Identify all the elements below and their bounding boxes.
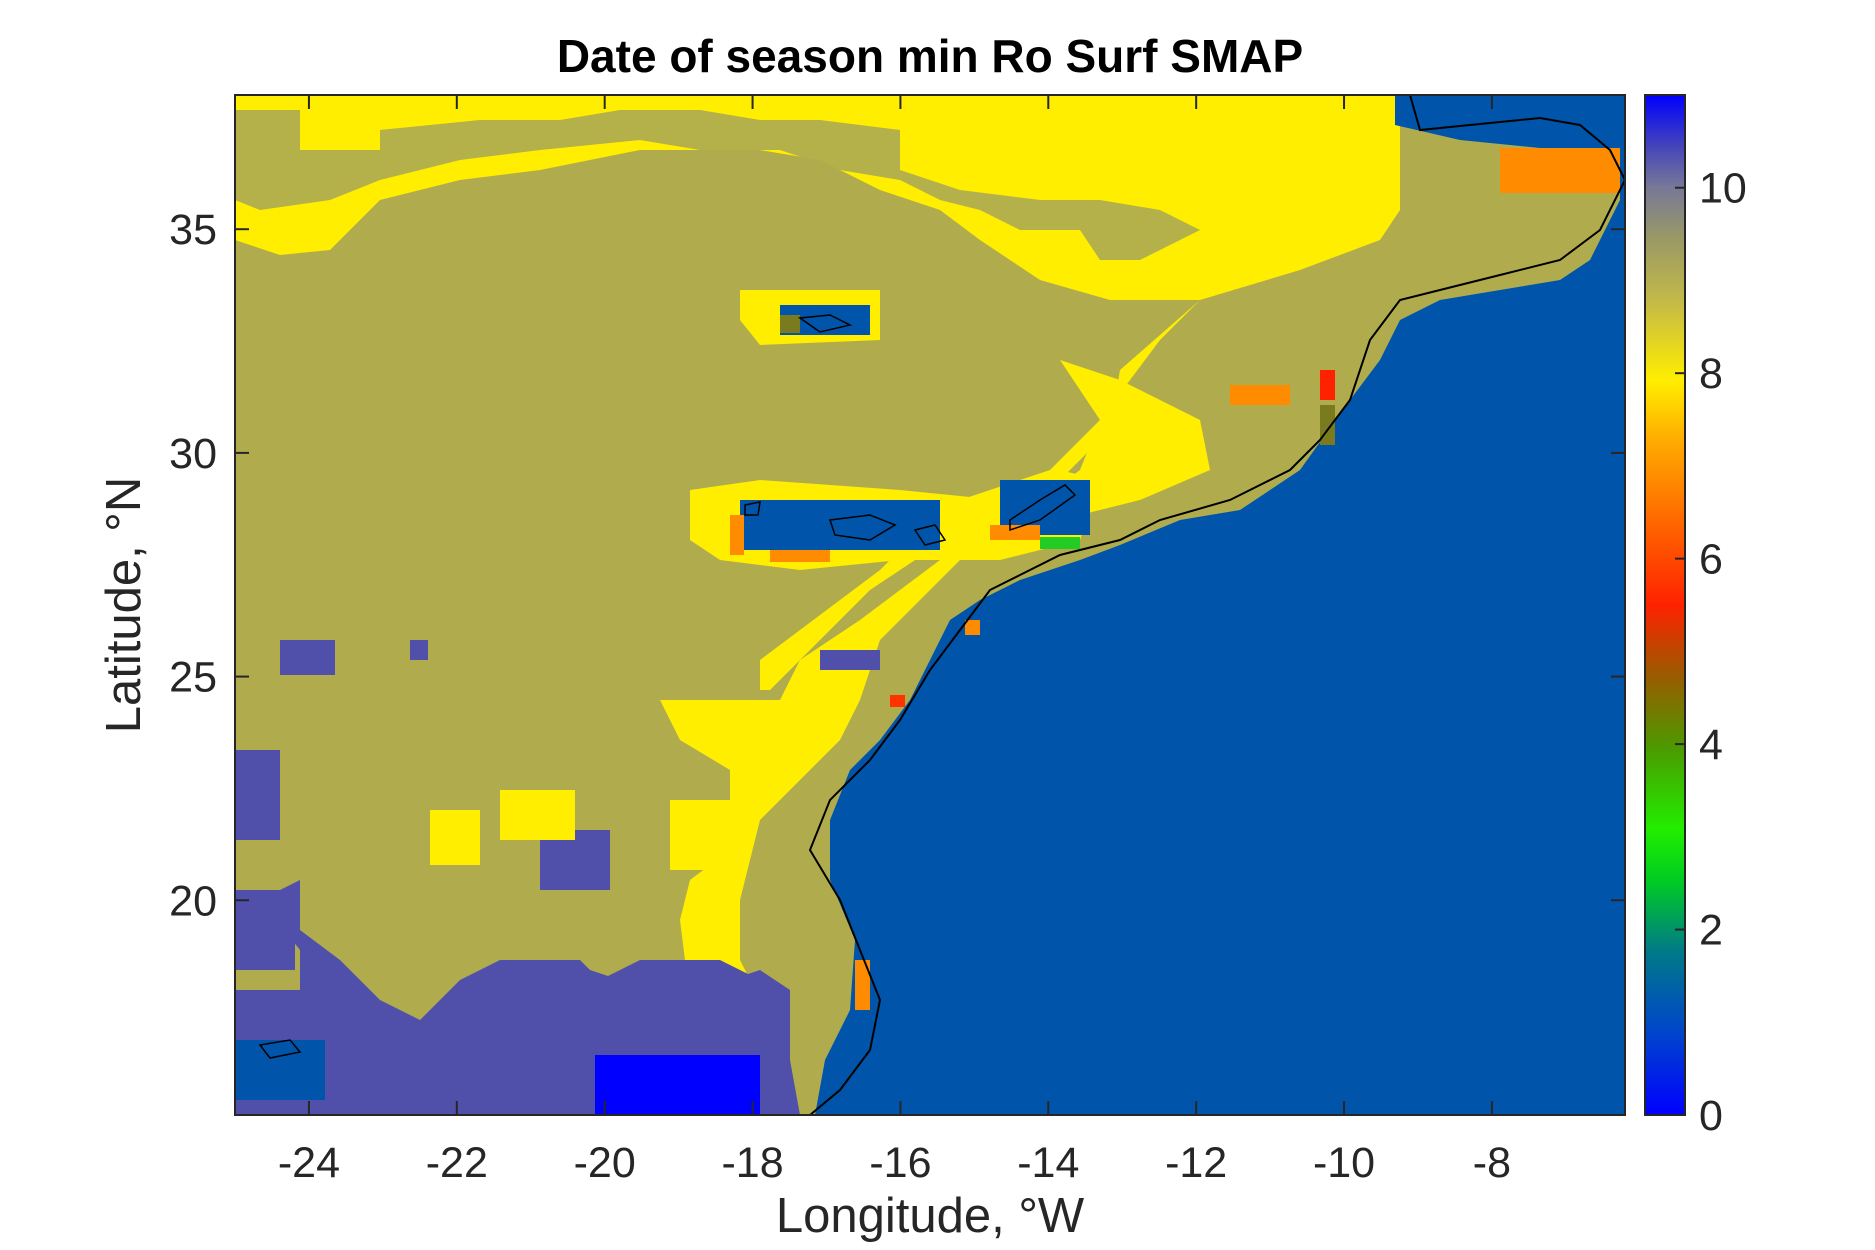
x-tick-label-2: ‑20	[574, 1139, 636, 1187]
region-purple-patch-1	[280, 640, 335, 675]
coastline	[808, 95, 1625, 1115]
region-deep-blue	[595, 1055, 760, 1115]
colorbar-tick-label-4: 8	[1699, 350, 1723, 398]
region-capeverde-ocean	[235, 1040, 325, 1100]
pixel-orange-7	[965, 620, 980, 635]
plot-frame	[234, 94, 1626, 1116]
y-tick-label-3: 35	[169, 206, 217, 254]
colorbar	[1644, 94, 1686, 1116]
coastline-island-canary-2	[913, 524, 947, 546]
coastline-island-canary-4	[744, 501, 761, 516]
x-tick-label-1: ‑22	[426, 1139, 488, 1187]
region-purple-patch-2	[410, 640, 428, 660]
colorbar-tick-label-2: 4	[1699, 721, 1723, 769]
coastline-island-madeira	[797, 314, 853, 333]
pixel-orange-1	[1500, 148, 1620, 193]
region-yellow-blob-2	[500, 790, 575, 840]
x-tick-label-5: ‑14	[1017, 1139, 1079, 1187]
colorbar-tick-label-5: 10	[1699, 165, 1747, 213]
colorbar-tick-label-3: 6	[1699, 536, 1723, 584]
chart-title: Date of season min Ro Surf SMAP	[557, 30, 1303, 82]
pixel-orange-3	[730, 515, 744, 555]
coastline-island-canary-3	[1009, 484, 1077, 532]
x-tick-label-4: ‑16	[869, 1139, 931, 1187]
y-tick-label-1: 25	[169, 654, 217, 702]
x-tick-label-8: ‑8	[1473, 1139, 1511, 1187]
x-axis-label: Longitude, °W	[776, 1189, 1085, 1243]
pixel-red-2	[890, 695, 905, 707]
pixel-red-1	[1320, 370, 1335, 400]
x-tick-label-6: ‑12	[1165, 1139, 1227, 1187]
y-axis: 20 25 30 35	[169, 206, 1625, 925]
pixel-olive-2	[780, 315, 800, 333]
map-plot-area	[235, 95, 1625, 1115]
region-yellow-blob-3	[670, 800, 745, 870]
x-tick-label-7: ‑10	[1313, 1139, 1375, 1187]
pixel-orange-2	[1230, 385, 1290, 405]
region-canary-ocean-w	[740, 500, 940, 550]
region-purple-patch-3	[235, 750, 280, 840]
x-tick-label-0: ‑24	[278, 1139, 340, 1187]
pixel-olive-1	[1320, 405, 1335, 445]
pixel-orange-4	[770, 550, 830, 562]
coastline-island-canary-1	[828, 514, 897, 541]
region-yellow-blob-1	[430, 810, 480, 865]
region-purple-patch-4	[235, 890, 295, 970]
pixel-green-1	[1040, 537, 1080, 549]
y-tick-label-0: 20	[169, 877, 217, 925]
region-purple-patch-6	[820, 650, 880, 670]
region-ocean	[815, 95, 1625, 1115]
region-north-interior-olive	[235, 110, 1200, 260]
colorbar-tick-label-0: 0	[1699, 1092, 1723, 1140]
colorbar-tick-label-1: 2	[1699, 907, 1723, 955]
y-axis-label: Latitude, °N	[97, 477, 151, 734]
coastline-island-capeverde	[258, 1039, 302, 1059]
pixel-orange-6	[855, 960, 870, 1010]
pixel-orange-5	[990, 525, 1040, 540]
colorbar-axis: 0 2 4 6 8 10	[1675, 165, 1747, 1140]
x-axis: ‑24 ‑22 ‑20 ‑18 ‑16 ‑14 ‑12 ‑10 ‑8	[278, 95, 1511, 1187]
y-tick-label-2: 30	[169, 430, 217, 478]
x-tick-label-3: ‑18	[721, 1139, 783, 1187]
